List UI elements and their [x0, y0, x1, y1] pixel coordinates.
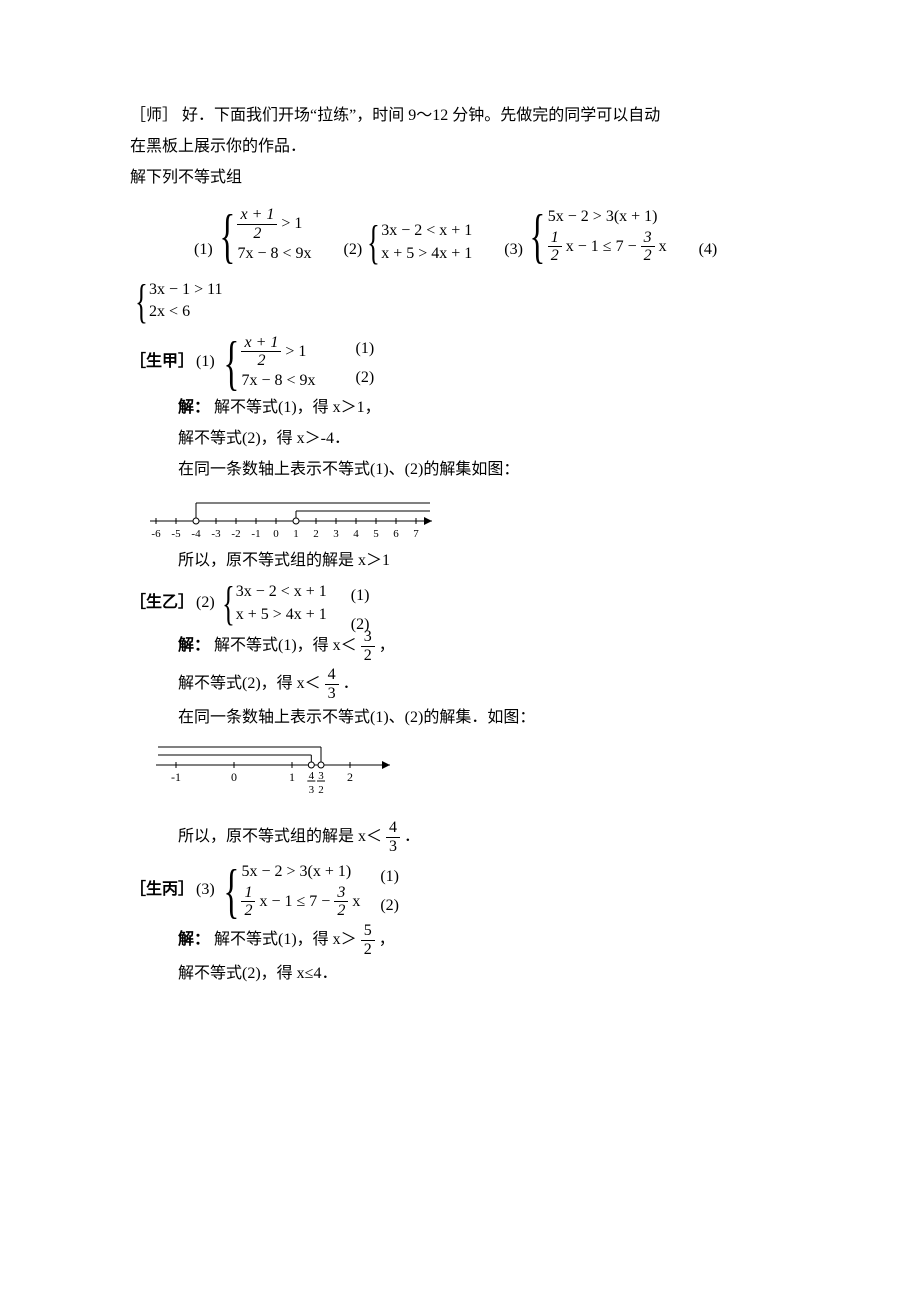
student-b-system: { 3x − 2 < x + 1 x + 5 > 4x + 1: [217, 581, 327, 626]
intro-text-1a: 好．下面我们开场“拉练”，时间 9～12 分钟。先做完的同学可以自动: [182, 107, 660, 124]
student-a-conclusion: 所以，原不等式组的解是 x＞1: [130, 547, 790, 576]
student-b-label: ［生乙］: [130, 589, 194, 618]
brace-icon: {: [223, 336, 239, 390]
problem-3-brace: { 5x − 2 > 3(x + 1) 12 x − 1 ≤ 7 − 32 x: [523, 206, 667, 265]
student-c-step2: 解不等式(2)，得 x≤4．: [130, 960, 790, 989]
problem-2-brace: { 3x − 2 < x + 1 x + 5 > 4x + 1: [362, 220, 472, 265]
problem-row: (1) { x + 12 > 1 7x − 8 < 9x (2) { 3x − …: [130, 206, 790, 265]
student-b-step1: 解： 解不等式(1)，得 x＜ 32 ，: [130, 628, 790, 664]
svg-text:-5: -5: [171, 528, 181, 540]
student-b-num: (2): [196, 589, 215, 618]
student-c-eqnums: (1) (2): [380, 863, 399, 919]
student-b-conclusion: 所以，原不等式组的解是 x＜ 43 ．: [130, 819, 790, 855]
solution-label: 解：: [178, 399, 210, 416]
student-c-header: ［生丙］ (3) { 5x − 2 > 3(x + 1) 12 x − 1 ≤ …: [130, 861, 790, 920]
number-line-a: -6 -5 -4 -3 -2 -1 0 1 2 3 4 5 6 7: [146, 491, 446, 541]
svg-text:6: 6: [393, 528, 399, 540]
brace-icon: {: [223, 864, 239, 918]
student-b-sys-line1: 3x − 2 < x + 1: [236, 581, 327, 603]
problem-4: { 3x − 1 > 11 2x < 6: [130, 279, 790, 328]
problem-2: (2) { 3x − 2 < x + 1 x + 5 > 4x + 1: [344, 220, 473, 265]
number-line-b: -10124332: [146, 739, 426, 809]
svg-text:-3: -3: [211, 528, 221, 540]
svg-text:2: 2: [318, 784, 324, 796]
student-c-num: (3): [196, 876, 215, 905]
student-a-step1: 解： 解不等式(1)，得 x＞1，: [130, 394, 790, 423]
student-c-sys-line1: 5x − 2 > 3(x + 1): [241, 861, 360, 883]
problem-2-label: (2): [344, 236, 363, 265]
student-c-step1: 解： 解不等式(1)，得 x＞ 52 ，: [130, 922, 790, 958]
svg-text:0: 0: [231, 770, 237, 784]
svg-text:5: 5: [373, 528, 379, 540]
problem-3-label: (3): [504, 236, 523, 265]
brace-icon: {: [222, 582, 235, 625]
problem-4-label: (4): [699, 241, 718, 258]
student-b-sys-line2: x + 5 > 4x + 1: [236, 604, 327, 626]
problem-3-line2: 12 x − 1 ≤ 7 − 32 x: [548, 229, 667, 265]
brace-icon: {: [219, 209, 235, 263]
svg-text:2: 2: [313, 528, 319, 540]
student-b-step2: 解不等式(2)，得 x＜ 43 ．: [130, 666, 790, 702]
svg-text:3: 3: [309, 784, 315, 796]
problem-4-line2: 2x < 6: [149, 301, 222, 323]
svg-text:1: 1: [289, 770, 295, 784]
student-c-sys-line2: 12 x − 1 ≤ 7 − 32 x: [241, 884, 360, 920]
problem-2-line1: 3x − 2 < x + 1: [381, 220, 472, 242]
student-a-num: (1): [196, 348, 215, 377]
student-a-sys-line1: x + 12 > 1: [241, 334, 315, 370]
svg-text:2: 2: [347, 770, 353, 784]
problem-1-line1: x + 12 > 1: [237, 206, 311, 242]
svg-text:0: 0: [273, 528, 279, 540]
problem-1-brace: { x + 12 > 1 7x − 8 < 9x: [213, 206, 312, 265]
svg-text:3: 3: [318, 770, 324, 782]
student-b-step3: 在同一条数轴上表示不等式(1)、(2)的解集．如图：: [130, 704, 790, 733]
problem-4-label-wrap: (4): [699, 236, 718, 265]
teacher-intro-line1: ［师］ 好．下面我们开场“拉练”，时间 9～12 分钟。先做完的同学可以自动: [130, 102, 790, 131]
student-a-eqnums: (1) (2): [356, 335, 375, 391]
problem-3: (3) { 5x − 2 > 3(x + 1) 12 x − 1 ≤ 7 − 3…: [504, 206, 666, 265]
student-a-label: ［生甲］: [130, 348, 194, 377]
teacher-label: ［师］: [130, 107, 178, 124]
exercise-prompt: 解下列不等式组: [130, 164, 790, 193]
svg-text:-1: -1: [171, 770, 181, 784]
svg-text:-2: -2: [231, 528, 240, 540]
student-c-system: { 5x − 2 > 3(x + 1) 12 x − 1 ≤ 7 − 32 x: [217, 861, 361, 920]
svg-text:3: 3: [333, 528, 339, 540]
brace-icon: {: [135, 280, 148, 323]
problem-1: (1) { x + 12 > 1 7x − 8 < 9x: [194, 206, 312, 265]
svg-text:4: 4: [309, 770, 315, 782]
problem-4-line1: 3x − 1 > 11: [149, 279, 222, 301]
problem-1-line2: 7x − 8 < 9x: [237, 243, 311, 265]
problem-2-line2: x + 5 > 4x + 1: [381, 243, 472, 265]
student-b-header: ［生乙］ (2) { 3x − 2 < x + 1 x + 5 > 4x + 1…: [130, 581, 790, 626]
problem-3-line1: 5x − 2 > 3(x + 1): [548, 206, 667, 228]
svg-text:4: 4: [353, 528, 359, 540]
student-a-step2: 解不等式(2)，得 x＞-4．: [130, 425, 790, 454]
problem-1-label: (1): [194, 236, 213, 265]
student-a-sys-line2: 7x − 8 < 9x: [241, 370, 315, 392]
svg-text:7: 7: [413, 528, 419, 540]
solution-label: 解：: [178, 637, 210, 654]
brace-icon: {: [367, 221, 380, 264]
teacher-intro-line2: 在黑板上展示你的作品．: [130, 133, 790, 162]
svg-text:-6: -6: [151, 528, 161, 540]
student-c-label: ［生丙］: [130, 876, 194, 905]
student-a-step3: 在同一条数轴上表示不等式(1)、(2)的解集如图：: [130, 456, 790, 485]
problem-4-brace: { 3x − 1 > 11 2x < 6: [130, 279, 223, 324]
svg-text:1: 1: [293, 528, 299, 540]
svg-text:-1: -1: [251, 528, 260, 540]
solution-label: 解：: [178, 931, 210, 948]
student-b-eqnums: (1) (2): [351, 582, 370, 626]
brace-icon: {: [529, 209, 545, 263]
student-a-header: ［生甲］ (1) { x + 12 > 1 7x − 8 < 9x (1) (2…: [130, 334, 790, 393]
student-a-system: { x + 12 > 1 7x − 8 < 9x: [217, 334, 316, 393]
svg-text:-4: -4: [191, 528, 201, 540]
